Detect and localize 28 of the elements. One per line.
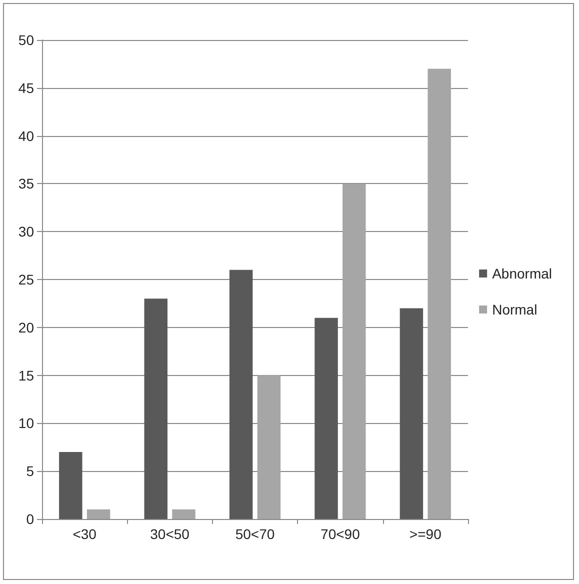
bar bbox=[342, 184, 366, 519]
x-tick-label: >=90 bbox=[409, 526, 442, 542]
y-tick-label: 30 bbox=[18, 224, 34, 240]
y-tick-label: 40 bbox=[18, 128, 34, 144]
y-tick-label: 10 bbox=[18, 415, 34, 432]
y-tick-label: 0 bbox=[26, 511, 34, 527]
y-tick-label: 15 bbox=[18, 367, 34, 384]
y-tick-label: 5 bbox=[26, 463, 34, 480]
x-tick-label: 30<50 bbox=[150, 526, 190, 542]
bar bbox=[86, 509, 110, 519]
y-tick-label: 35 bbox=[18, 176, 34, 192]
bar bbox=[172, 509, 196, 519]
x-tick-label: <30 bbox=[72, 526, 97, 542]
y-tick-label: 25 bbox=[18, 272, 34, 288]
y-tick-label: 20 bbox=[18, 319, 34, 336]
legend-label: Normal bbox=[492, 302, 538, 318]
bar bbox=[314, 318, 338, 519]
x-tick-label: 70<90 bbox=[320, 526, 360, 542]
bar bbox=[257, 375, 281, 519]
bar bbox=[229, 270, 253, 519]
y-tick-label: 50 bbox=[18, 32, 34, 48]
bar bbox=[428, 68, 451, 519]
bar bbox=[400, 308, 424, 519]
x-tick-label: 50<70 bbox=[235, 526, 275, 542]
legend-label: Abnormal bbox=[492, 266, 552, 282]
bar bbox=[144, 298, 168, 519]
bar bbox=[59, 452, 82, 519]
y-tick-label: 45 bbox=[18, 80, 34, 96]
